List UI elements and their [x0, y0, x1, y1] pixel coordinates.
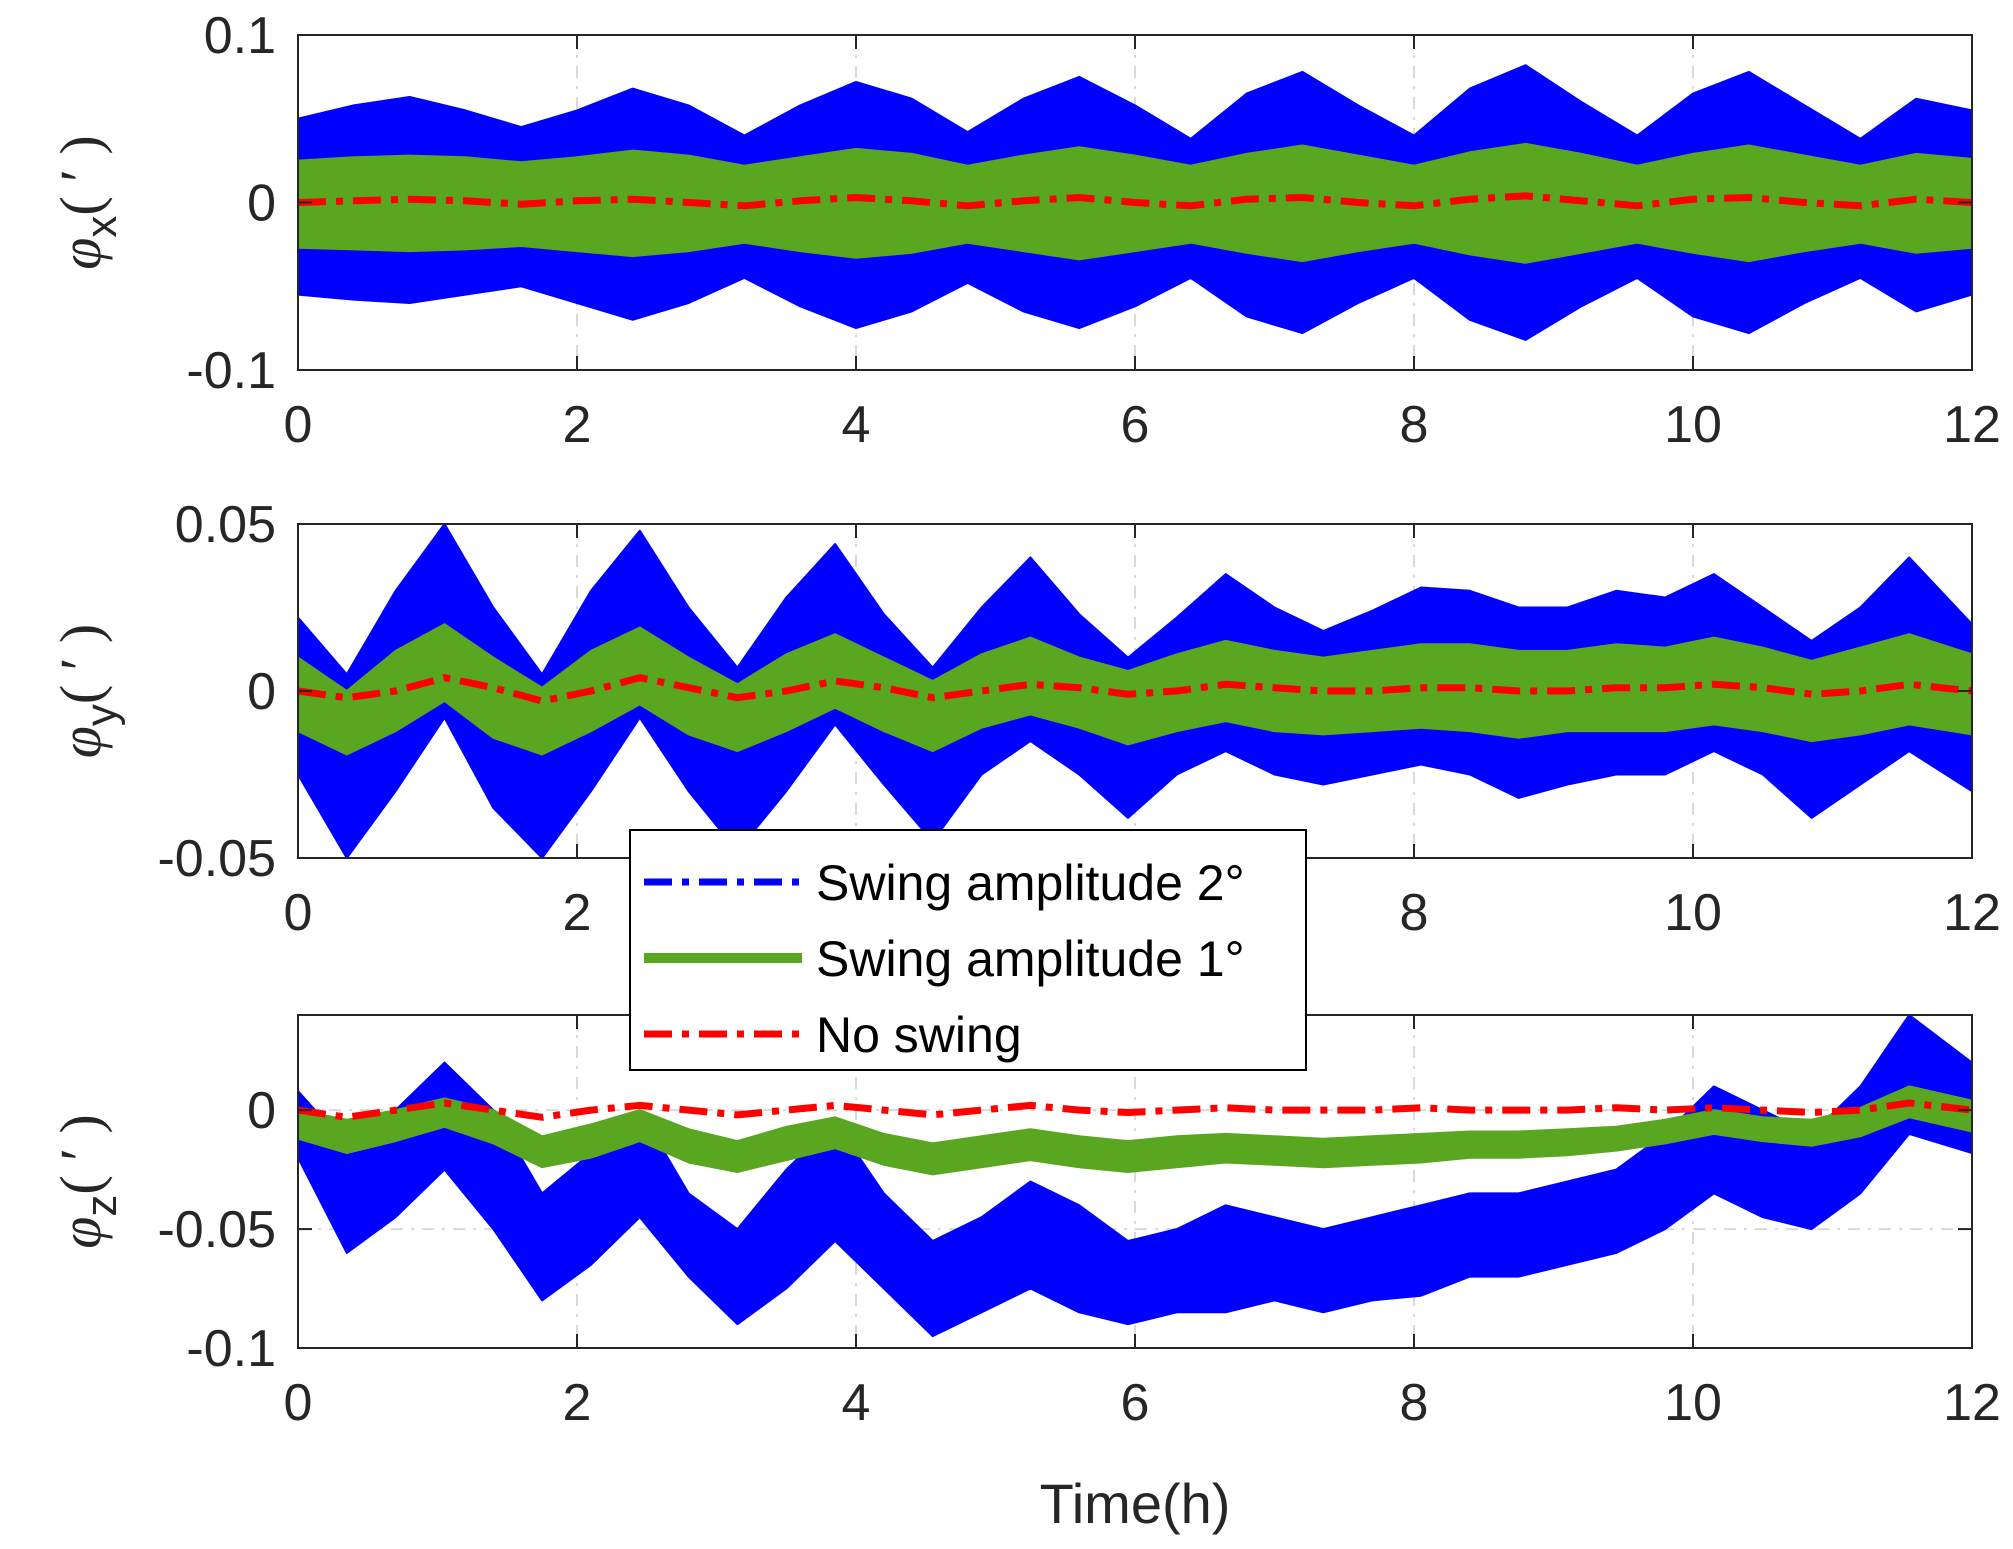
series-line-noswing: [298, 674, 1972, 705]
y-axis-subscript: x: [77, 216, 126, 238]
y-axis-symbol: φ: [48, 1217, 113, 1249]
y-tick-label: 0: [247, 1082, 276, 1140]
plot-area: [298, 1015, 1972, 1338]
y-tick-label: -0.1: [186, 342, 276, 400]
y-axis-title: φz( ′ ): [48, 1114, 126, 1248]
x-tick-label: 0: [284, 884, 313, 942]
y-axis-unit: ( ′ ): [48, 1114, 113, 1194]
y-tick-label: 0: [247, 663, 276, 721]
y-axis-title: φx( ′ ): [48, 135, 126, 269]
x-tick-label: 6: [1121, 396, 1150, 454]
x-tick-label: 2: [563, 396, 592, 454]
y-axis-symbol: φ: [48, 238, 113, 270]
x-tick-label: 8: [1400, 396, 1429, 454]
x-tick-label: 4: [842, 1374, 871, 1432]
x-tick-label: 12: [1943, 884, 2001, 942]
x-tick-label: 2: [563, 1374, 592, 1432]
y-axis-unit: ( ′ ): [48, 135, 113, 215]
x-tick-label: 12: [1943, 1374, 2001, 1432]
panel-1: 0 2 4 6 8 10 12-0.100.1φx( ′ ): [48, 7, 2001, 454]
x-axis-title: Time(h): [1040, 1472, 1231, 1535]
series-band-swing2: [298, 1015, 1972, 1338]
x-tick-label: 8: [1400, 884, 1429, 942]
y-axis-unit: ( ′ ): [48, 624, 113, 704]
series-band-swing1: [298, 623, 1972, 756]
y-axis-subscript: y: [77, 704, 126, 726]
x-tick-label: 4: [842, 396, 871, 454]
x-tick-label: 0: [284, 1374, 313, 1432]
plot-area: [298, 64, 1972, 341]
y-tick-label: 0: [247, 175, 276, 233]
y-tick-label: -0.05: [157, 830, 276, 888]
x-tick-label: 0: [284, 396, 313, 454]
y-tick-label: 0.1: [204, 7, 276, 65]
legend: Swing amplitude 2° Swing amplitude 1° No s…: [629, 829, 1307, 1071]
x-tick-label: 6: [1121, 1374, 1150, 1432]
legend-label: Swing amplitude 2°: [816, 855, 1245, 911]
series-line-noswing: [298, 1099, 1972, 1121]
x-tick-label: 12: [1943, 396, 2001, 454]
y-axis-symbol: φ: [48, 726, 113, 758]
y-tick-label: 0.05: [175, 496, 276, 554]
x-tick-label: 2: [563, 884, 592, 942]
y-tick-label: -0.05: [157, 1201, 276, 1259]
x-tick-label: 10: [1664, 1374, 1722, 1432]
y-axis-title: φy( ′ ): [48, 624, 126, 758]
plot-area: [298, 524, 1972, 858]
y-tick-label: -0.1: [186, 1320, 276, 1378]
y-axis-subscript: z: [77, 1195, 126, 1217]
panel-3: 0 2 4 6 8 10 12 -0.1 -0.05 0 φz( ′ ): [48, 1014, 2001, 1432]
x-tick-label: 8: [1400, 1374, 1429, 1432]
x-tick-label: 10: [1664, 884, 1722, 942]
legend-label: Swing amplitude 1°: [816, 931, 1245, 987]
x-tick-label: 10: [1664, 396, 1722, 454]
legend-box: [629, 829, 1307, 1071]
series-line-noswing: [298, 192, 1972, 210]
legend-label: No swing: [816, 1007, 1022, 1063]
series-band-swing1: [298, 1085, 1972, 1176]
